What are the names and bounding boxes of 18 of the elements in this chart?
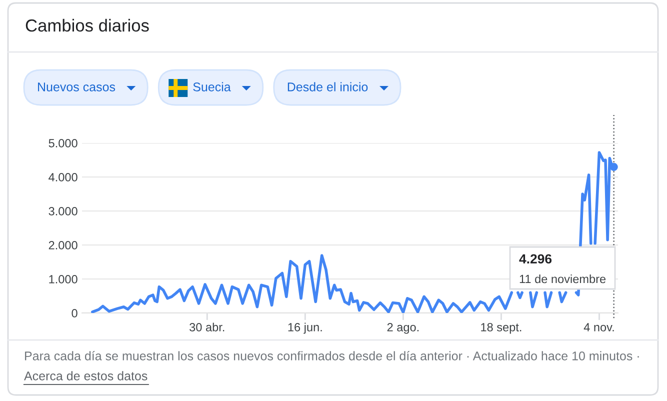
text: Nuevos casos bbox=[38, 82, 116, 92]
y-tick-label: 1.000 bbox=[49, 275, 78, 284]
y-tick-label: 5.000 bbox=[48, 139, 78, 148]
x-tick-label: 18 sept. bbox=[481, 323, 522, 334]
y-tick-label: 3.000 bbox=[48, 207, 78, 216]
text: Acerca de estos datos bbox=[24, 371, 148, 380]
y-tick-label: 0 bbox=[72, 309, 78, 318]
x-tick-label: 16 jun. bbox=[288, 322, 322, 334]
text: Desde el inicio bbox=[288, 82, 368, 92]
text: Para cada día se muestran los casos nuevos confirmados desde el día anterior · Actualizado hace 10 minutos · bbox=[25, 351, 639, 360]
x-tick-label: 30 abr. bbox=[190, 322, 224, 332]
y-tick-label: 4.000 bbox=[48, 173, 78, 182]
chart-title: Cambios diarios bbox=[26, 18, 149, 32]
annotation: 4.296 11 de noviembre bbox=[519, 254, 606, 284]
text: Suecia bbox=[193, 82, 231, 92]
y-tick-label: 2.000 bbox=[48, 241, 78, 250]
x-tick-label: 2 ago. bbox=[387, 323, 419, 334]
x-tick-label: 4 nov. bbox=[584, 323, 614, 332]
